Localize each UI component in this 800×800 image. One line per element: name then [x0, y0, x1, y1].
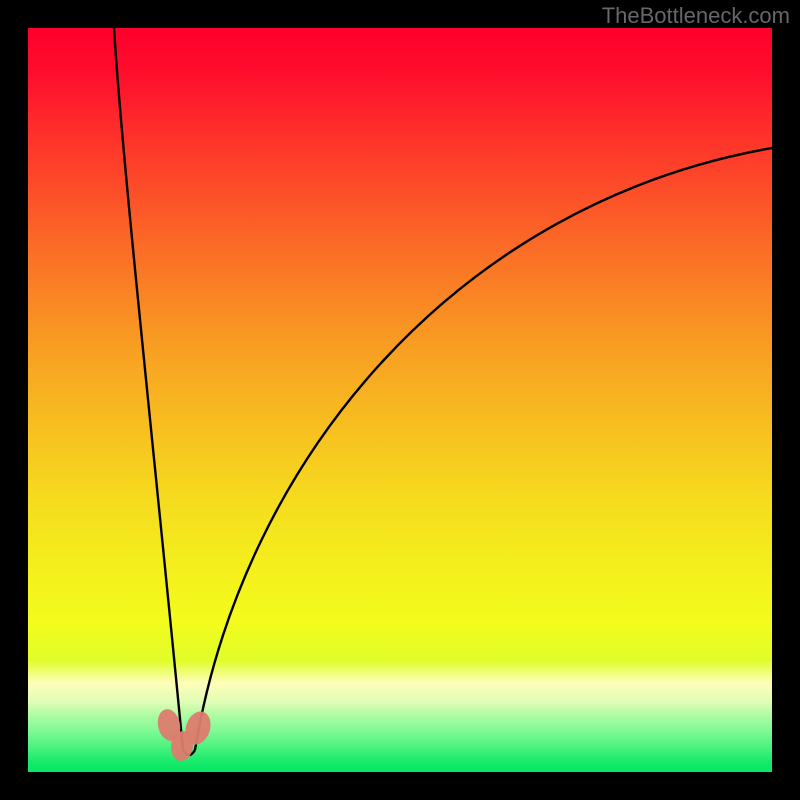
plot-area: [28, 28, 772, 772]
curve-left-branch: [114, 28, 183, 750]
watermark-label: TheBottleneck.com: [602, 3, 790, 29]
curve-right-branch: [195, 148, 772, 750]
bottleneck-curve: [28, 28, 772, 772]
